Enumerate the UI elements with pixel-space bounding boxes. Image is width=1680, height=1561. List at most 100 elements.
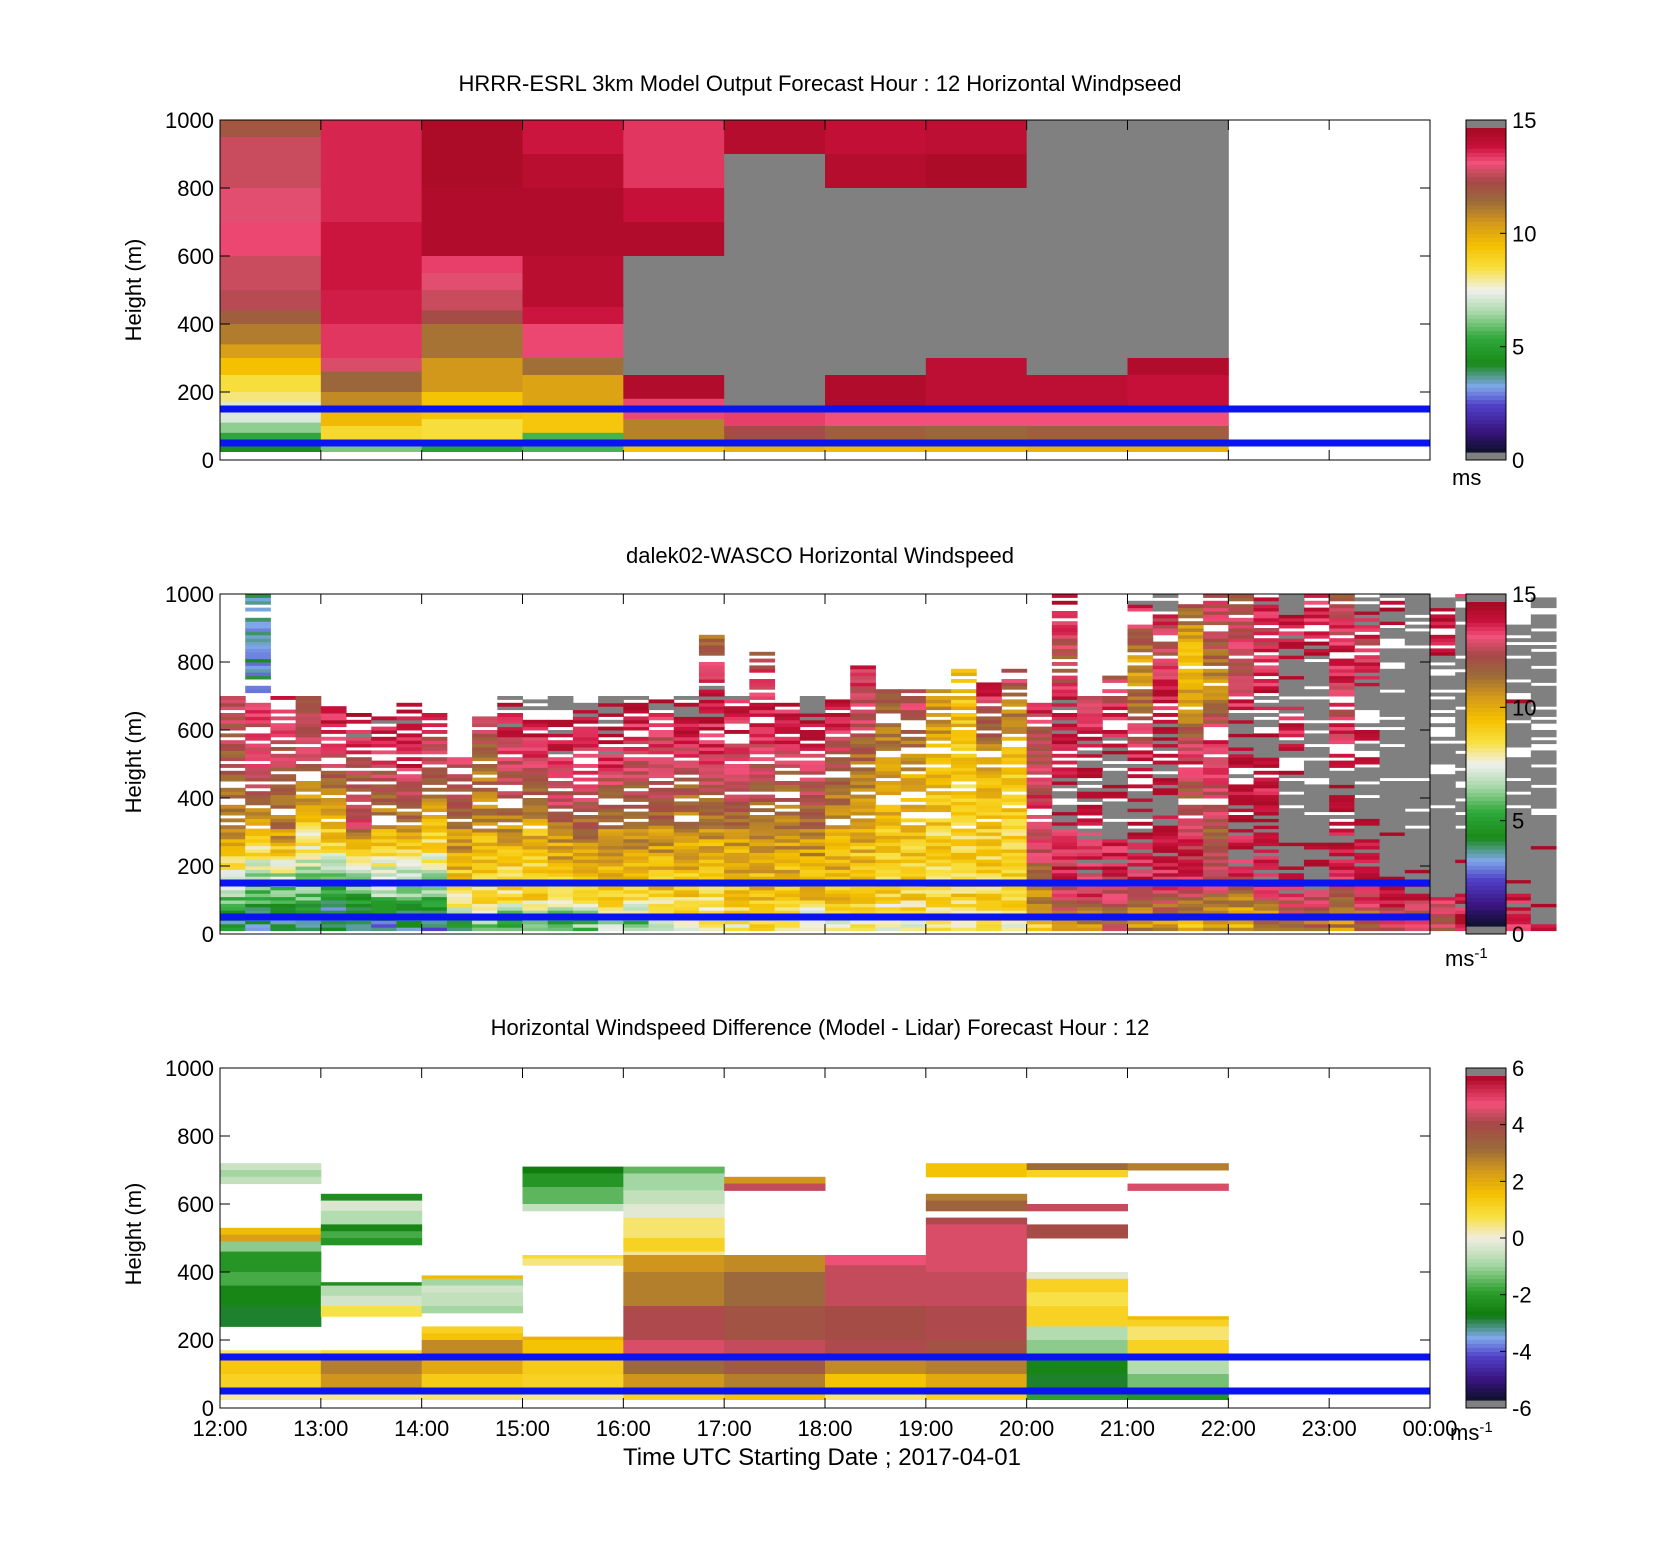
colorbar-swatch: [1466, 415, 1506, 421]
lidar-gate: [1203, 709, 1229, 714]
lidar-gate: [346, 869, 372, 874]
colorbar-swatch: [1466, 1298, 1506, 1304]
lidar-gate: [572, 886, 599, 891]
lidar-gate: [220, 835, 246, 840]
lidar-gate: [1152, 689, 1179, 694]
lidar-gate: [446, 855, 473, 860]
lidar-gate: [1505, 628, 1532, 632]
heatmap-cell: [522, 1394, 624, 1400]
lidar-gate: [673, 764, 700, 768]
lidar-gate: [572, 838, 599, 843]
colorbar-swatch: [1466, 909, 1506, 915]
lidar-gate: [1253, 679, 1280, 683]
lidar-gate: [1253, 893, 1280, 898]
lidar-gate: [1026, 801, 1053, 806]
lidar-gate: [774, 811, 801, 816]
lidar-gate: [799, 794, 826, 799]
lidar-gate: [1278, 607, 1305, 612]
lidar-gate: [1177, 862, 1204, 867]
lidar-gate: [1102, 906, 1128, 911]
lidar-gate: [900, 910, 927, 915]
lidar-gate: [623, 726, 650, 731]
heatmap-cell: [320, 426, 423, 441]
lidar-gate: [623, 811, 650, 816]
lidar-gate: [1051, 842, 1078, 847]
lidar-gate: [724, 927, 750, 932]
lidar-gate: [1329, 760, 1355, 765]
heatmap-cell: [1127, 1183, 1229, 1191]
lidar-gate: [1127, 869, 1154, 874]
lidar-gate: [220, 750, 246, 755]
lidar-gate: [320, 859, 347, 864]
lidar-gate: [1404, 740, 1431, 745]
lidar-gate: [396, 787, 423, 792]
lidar-gate: [572, 777, 599, 782]
lidar-gate: [1051, 740, 1078, 745]
lidar-gate: [1026, 855, 1053, 860]
colorbar-swatch: [1466, 861, 1506, 866]
colorbar-swatch: [1466, 630, 1506, 635]
lidar-gate: [346, 743, 372, 748]
lidar-gate: [1430, 828, 1456, 833]
lidar-gate: [648, 832, 675, 836]
lidar-gate: [900, 716, 927, 721]
lidar-gate: [1077, 893, 1103, 898]
lidar-gate: [900, 784, 927, 789]
lidar-gate: [1203, 702, 1229, 707]
lidar-gate: [825, 726, 851, 731]
lidar-gate: [1203, 849, 1229, 853]
lidar-gate: [1152, 740, 1179, 745]
lidar-gate: [900, 740, 927, 745]
lidar-gate: [446, 896, 473, 901]
lidar-gate: [446, 872, 473, 877]
lidar-gate: [951, 842, 977, 847]
lidar-gate: [1102, 893, 1128, 898]
heatmap-cell: [825, 426, 927, 441]
lidar-gate: [1177, 821, 1204, 826]
lidar-gate: [598, 862, 624, 867]
lidar-gate: [1051, 645, 1078, 649]
lidar-gate: [698, 910, 725, 915]
lidar-gate: [976, 900, 1002, 904]
lidar-gate: [598, 927, 624, 932]
lidar-gate: [1152, 648, 1179, 653]
lidar-gate: [1152, 818, 1179, 823]
lidar-gate: [346, 845, 372, 850]
lidar-gate: [1303, 621, 1330, 626]
lidar-gate: [1278, 889, 1305, 894]
lidar-gate: [371, 886, 397, 891]
lidar-gate: [1077, 804, 1103, 809]
lidar-gate: [951, 886, 977, 891]
lidar-gate: [1278, 645, 1305, 649]
lidar-gate: [421, 716, 448, 721]
lidar-gate: [724, 862, 750, 867]
lidar-gate: [1329, 876, 1355, 881]
lidar-gate: [1102, 679, 1128, 683]
lidar-gate: [1530, 903, 1557, 908]
colorbar-swatch: [1466, 144, 1506, 149]
lidar-gate: [673, 920, 700, 925]
lidar-gate: [825, 808, 851, 813]
lidar-gate: [1203, 862, 1229, 867]
lidar-gate: [850, 903, 876, 908]
lidar-gate: [1329, 621, 1355, 626]
lidar-gate: [1505, 733, 1532, 738]
lidar-gate: [1530, 815, 1557, 819]
lidar-gate: [1177, 859, 1204, 864]
lidar-gate: [572, 713, 599, 717]
lidar-gate: [1253, 866, 1280, 870]
lidar-gate: [1354, 692, 1381, 697]
lidar-gate: [1203, 764, 1229, 768]
lidar-gate: [1505, 743, 1532, 748]
lidar-gate: [1379, 787, 1406, 792]
lidar-gate: [799, 845, 826, 850]
lidar-gate: [1329, 828, 1355, 833]
lidar-gate: [925, 760, 952, 765]
lidar-gate: [220, 740, 246, 745]
lidar-gate: [220, 696, 246, 700]
heatmap-cell: [1127, 1163, 1229, 1171]
lidar-gate: [951, 757, 977, 762]
lidar-gate: [976, 886, 1002, 891]
lidar-gate: [1530, 645, 1557, 649]
lidar-gate: [1203, 621, 1229, 626]
